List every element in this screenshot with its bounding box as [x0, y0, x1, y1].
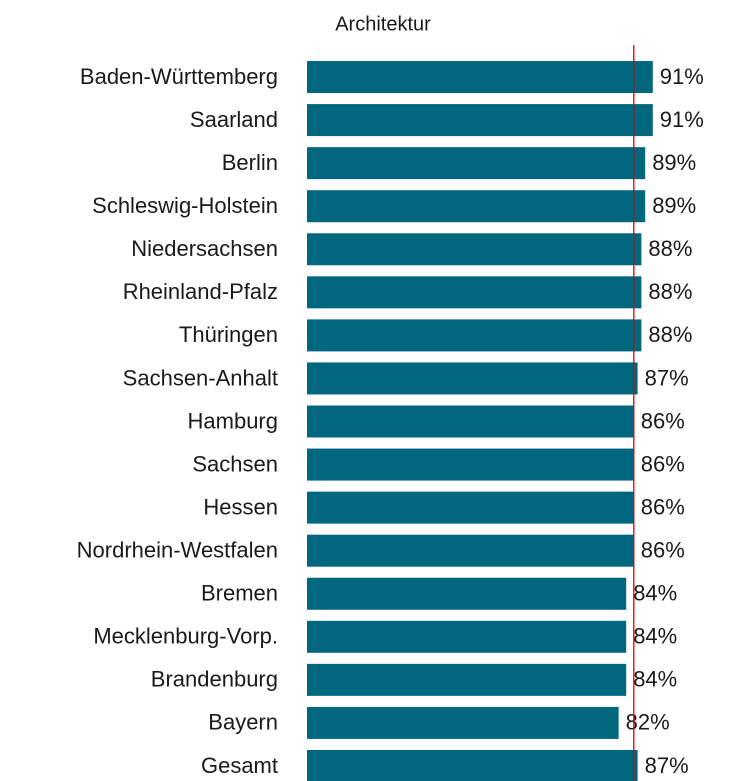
value-label: 91%	[660, 107, 704, 132]
category-label: Saarland	[190, 107, 278, 132]
category-label: Berlin	[222, 150, 278, 175]
value-label: 86%	[641, 408, 685, 433]
category-label: Rheinland-Pfalz	[123, 279, 278, 304]
bar	[307, 319, 642, 352]
bar	[307, 620, 627, 653]
bar	[307, 104, 653, 137]
value-label: 88%	[648, 236, 692, 261]
value-label: 88%	[648, 279, 692, 304]
value-label: 86%	[641, 451, 685, 476]
value-label: 86%	[641, 494, 685, 519]
bar	[307, 147, 646, 180]
chart-title: Architektur	[335, 13, 431, 35]
category-label: Hamburg	[188, 408, 278, 433]
value-label: 88%	[648, 322, 692, 347]
category-label: Baden-Württemberg	[80, 64, 278, 89]
value-label: 84%	[633, 667, 677, 692]
bar	[307, 749, 638, 781]
category-label: Gesamt	[201, 753, 278, 778]
category-label: Bayern	[208, 710, 278, 735]
value-label: 89%	[652, 193, 696, 218]
category-label: Schleswig-Holstein	[92, 193, 278, 218]
value-label: 82%	[626, 710, 670, 735]
category-label: Niedersachsen	[131, 236, 278, 261]
category-label: Nordrhein-Westfalen	[77, 538, 278, 563]
bar	[307, 362, 638, 395]
category-label: Thüringen	[179, 322, 278, 347]
bar	[307, 534, 634, 567]
category-label: Sachsen-Anhalt	[123, 365, 278, 390]
value-label: 87%	[645, 753, 689, 778]
bar	[307, 276, 642, 309]
bar	[307, 448, 634, 481]
value-label: 91%	[660, 64, 704, 89]
value-label: 86%	[641, 538, 685, 563]
category-label: Brandenburg	[151, 667, 278, 692]
bar	[307, 491, 634, 524]
bar	[307, 663, 627, 696]
value-label: 84%	[633, 581, 677, 606]
bar	[307, 61, 653, 94]
bar	[307, 405, 634, 438]
category-label: Bremen	[201, 581, 278, 606]
category-label: Mecklenburg-Vorp.	[93, 624, 278, 649]
bar	[307, 577, 627, 610]
value-label: 84%	[633, 624, 677, 649]
bar	[307, 190, 646, 223]
category-label: Sachsen	[192, 451, 278, 476]
category-label: Hessen	[203, 494, 278, 519]
value-label: 89%	[652, 150, 696, 175]
value-label: 87%	[645, 365, 689, 390]
bar	[307, 706, 619, 739]
bar	[307, 233, 642, 266]
